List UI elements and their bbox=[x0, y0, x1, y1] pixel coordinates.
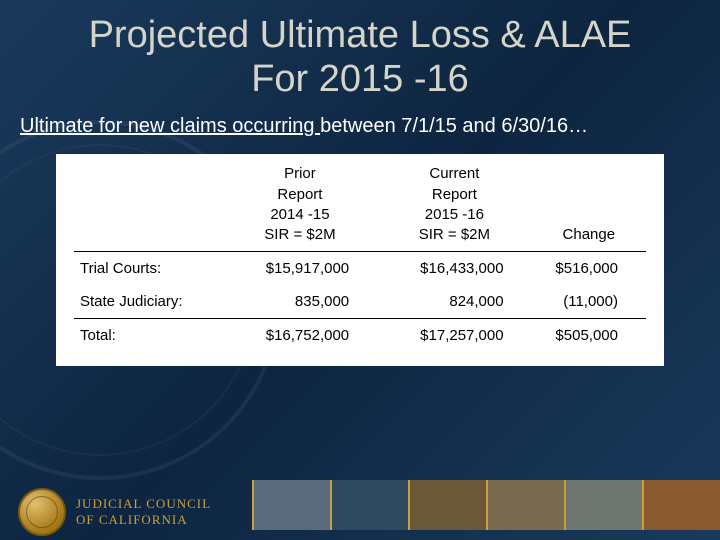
hdr-prior-l4: SIR = $2M bbox=[264, 226, 335, 243]
cell-change: $516,000 bbox=[532, 252, 646, 286]
subtitle-rest: between 7/1/15 and 6/30/16… bbox=[320, 115, 588, 137]
cell-prior: $15,917,000 bbox=[223, 252, 377, 286]
hdr-cur-l2: Report bbox=[432, 186, 477, 203]
cell-current: $17,257,000 bbox=[377, 319, 531, 353]
cell-prior: $16,752,000 bbox=[223, 319, 377, 353]
col-header-change: Change bbox=[532, 164, 646, 252]
hdr-cur-l3: 2015 -16 bbox=[425, 206, 484, 223]
footer-image-strip bbox=[252, 480, 720, 530]
cell-prior: 835,000 bbox=[223, 285, 377, 319]
slide-title: Projected Ultimate Loss & ALAE For 2015 … bbox=[0, 0, 720, 109]
footer-org-name: JUDICIAL COUNCIL OF CALIFORNIA bbox=[76, 496, 211, 527]
slide-subtitle: Ultimate for new claims occurring betwee… bbox=[0, 109, 720, 154]
cell-current: $16,433,000 bbox=[377, 252, 531, 286]
title-line-2: For 2015 -16 bbox=[251, 58, 469, 100]
hdr-change: Change bbox=[563, 226, 616, 243]
row-label: Total: bbox=[74, 319, 223, 353]
cell-current: 824,000 bbox=[377, 285, 531, 319]
cell-change: $505,000 bbox=[532, 319, 646, 353]
footer-tile bbox=[408, 480, 486, 530]
org-line-1: JUDICIAL COUNCIL bbox=[76, 496, 211, 511]
title-line-1: Projected Ultimate Loss & ALAE bbox=[89, 14, 632, 56]
footer-logo: JUDICIAL COUNCIL OF CALIFORNIA bbox=[18, 488, 211, 536]
row-label: Trial Courts: bbox=[74, 252, 223, 286]
cell-change: (11,000) bbox=[532, 285, 646, 319]
footer-tile bbox=[564, 480, 642, 530]
col-header-prior: Prior Report 2014 -15 SIR = $2M bbox=[223, 164, 377, 252]
table-row: Trial Courts: $15,917,000 $16,433,000 $5… bbox=[74, 252, 646, 286]
loss-table: Prior Report 2014 -15 SIR = $2M Current … bbox=[74, 164, 646, 352]
footer-tile bbox=[486, 480, 564, 530]
table-row-total: Total: $16,752,000 $17,257,000 $505,000 bbox=[74, 319, 646, 353]
data-table-container: Prior Report 2014 -15 SIR = $2M Current … bbox=[56, 154, 664, 366]
subtitle-underlined: Ultimate for new claims occurring bbox=[20, 115, 320, 137]
footer-tile bbox=[330, 480, 408, 530]
hdr-prior-l3: 2014 -15 bbox=[270, 206, 329, 223]
council-seal-icon bbox=[18, 488, 66, 536]
hdr-prior-l2: Report bbox=[277, 186, 322, 203]
slide-footer: JUDICIAL COUNCIL OF CALIFORNIA bbox=[0, 474, 720, 540]
org-line-2: OF CALIFORNIA bbox=[76, 512, 188, 527]
footer-tile bbox=[252, 480, 330, 530]
table-row: State Judiciary: 835,000 824,000 (11,000… bbox=[74, 285, 646, 319]
hdr-cur-l1: Current bbox=[429, 165, 479, 182]
row-label: State Judiciary: bbox=[74, 285, 223, 319]
footer-tile bbox=[642, 480, 720, 530]
col-header-current: Current Report 2015 -16 SIR = $2M bbox=[377, 164, 531, 252]
hdr-prior-l1: Prior bbox=[284, 165, 316, 182]
hdr-cur-l4: SIR = $2M bbox=[419, 226, 490, 243]
